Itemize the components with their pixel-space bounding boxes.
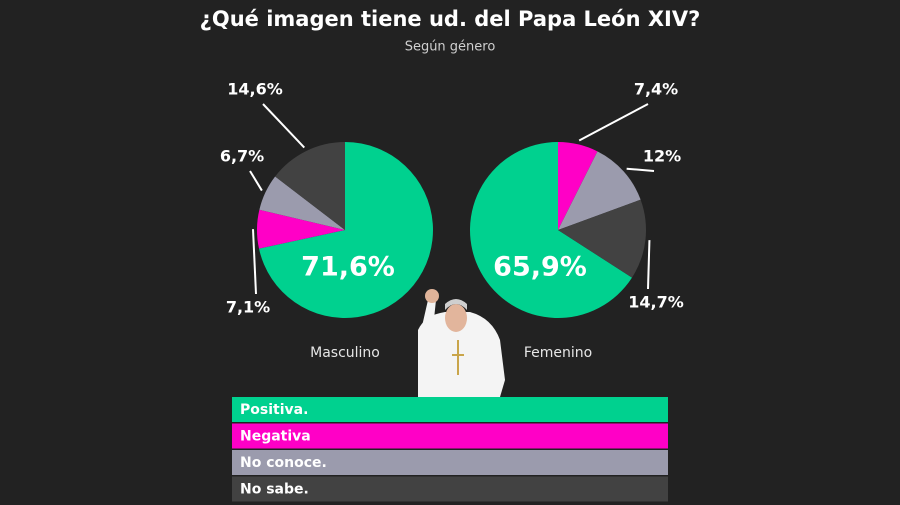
pie-label: Masculino — [310, 345, 380, 361]
pie-slice — [558, 199, 646, 278]
chart-subtitle: Según género — [405, 40, 496, 55]
legend-swatch — [232, 397, 668, 422]
legend-label: Positiva. — [240, 402, 308, 418]
pie-slice — [470, 142, 633, 318]
value-label: 71,6% — [301, 252, 395, 283]
legend-label: No sabe. — [240, 482, 309, 498]
legend-swatch — [232, 450, 668, 475]
leader-line — [647, 240, 651, 290]
pie-slice — [558, 151, 641, 230]
value-label: 65,9% — [493, 252, 587, 283]
pie-slice — [558, 142, 598, 230]
pie-slice — [259, 176, 345, 230]
leader-line — [578, 103, 649, 142]
chart-title: ¿Qué imagen tiene ud. del Papa León XIV? — [200, 7, 701, 31]
value-label: 12% — [643, 147, 681, 166]
value-label: 14,7% — [628, 293, 684, 312]
leader-line — [249, 170, 263, 192]
value-label: 14,6% — [227, 80, 283, 99]
pie-slice — [259, 142, 433, 318]
value-label: 7,4% — [634, 80, 678, 99]
leader-line — [262, 103, 305, 149]
legend-label: Negativa — [240, 429, 311, 445]
pie-slice — [275, 142, 345, 230]
leader-line — [252, 229, 257, 295]
pie-label: Femenino — [524, 345, 592, 361]
value-label: 7,1% — [226, 298, 270, 317]
pie-slice — [257, 209, 345, 249]
pope-figure — [418, 289, 505, 397]
leader-line — [626, 167, 655, 172]
legend-swatch — [232, 423, 668, 449]
legend-label: No conoce. — [240, 455, 327, 471]
value-label: 6,7% — [220, 147, 264, 166]
legend-swatch — [232, 476, 668, 502]
